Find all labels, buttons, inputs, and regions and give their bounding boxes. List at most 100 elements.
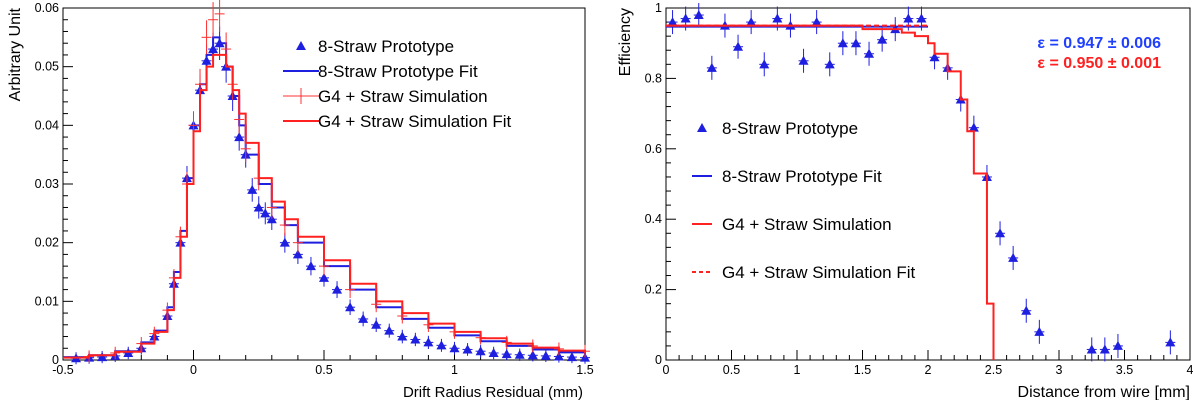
series-8-straw-prototype (71, 26, 590, 365)
x-tick-label: 0 (663, 363, 670, 377)
data-point (488, 347, 499, 357)
x-tick-label: 2.5 (985, 363, 1002, 377)
y-tick-label: 0 (52, 353, 59, 367)
legend-label: G4 + Straw Simulation (318, 87, 488, 106)
y-tick-label: 0.01 (35, 294, 59, 308)
data-point (279, 237, 290, 247)
data-point (1034, 326, 1045, 336)
x-tick-label: 1.5 (576, 363, 593, 377)
data-point (798, 55, 809, 65)
data-point (837, 38, 848, 48)
y-tick-label: 0.6 (645, 142, 662, 156)
series-8-straw-prototype-fit (63, 36, 586, 359)
legend-label: G4 + Straw Simulation (722, 215, 892, 234)
plot-frame (62, 7, 586, 361)
data-point (397, 331, 408, 341)
x-tick-label: 4 (1187, 363, 1193, 377)
data-point (1099, 344, 1110, 354)
y-tick-label: 0.8 (645, 71, 662, 85)
data-point (864, 48, 875, 58)
data-point (449, 343, 460, 353)
series-step-line (666, 24, 995, 360)
data-point (566, 352, 577, 362)
panel-right-efficiency: 0 0.5 1 1.5 2 2.5 3 3.5 4 0 0.2 0.4 0.6 0.8 1 Distance … (617, 1, 1193, 400)
efficiency-annotation: ε = 0.947 ± 0.006 (1037, 35, 1161, 52)
data-point (319, 272, 329, 282)
series-step-line (63, 36, 586, 359)
x-tick-label: 1.5 (854, 363, 871, 377)
y-tick-label: 1 (655, 1, 662, 15)
series-g4-straw-simulation-fit (63, 53, 586, 359)
data-point (772, 13, 783, 23)
y-tick-label: 0.04 (35, 118, 59, 132)
x-axis-title: Drift Radius Residual (mm) (403, 384, 583, 400)
data-point (877, 34, 888, 44)
data-point (929, 52, 940, 62)
data-point (553, 351, 564, 361)
legend-label: 8-Straw Prototype (722, 119, 858, 138)
data-point (475, 346, 486, 356)
series-step-line (63, 53, 586, 359)
data-point (501, 349, 512, 359)
y-tick-label: 0.02 (35, 236, 59, 250)
data-point (916, 13, 927, 23)
x-axis-title: Distance from wire [mm] (1018, 384, 1190, 400)
data-point (514, 349, 525, 359)
data-point (746, 17, 757, 27)
y-tick-label: 0 (655, 353, 662, 367)
x-tick-label: 0.5 (723, 363, 740, 377)
data-point (824, 59, 835, 69)
data-point (260, 208, 271, 218)
data-point (968, 122, 979, 132)
data-point (436, 340, 447, 350)
legend: 8-Straw Prototype 8-Straw Prototype Fit G4… (283, 37, 511, 131)
legend-label: 8-Straw Prototype Fit (722, 167, 882, 186)
data-point (667, 17, 678, 27)
y-tick-label: 0.2 (645, 283, 662, 297)
x-tick-label: 2 (925, 363, 932, 377)
legend-marker (296, 41, 306, 50)
data-point (345, 302, 356, 312)
data-point (733, 41, 744, 51)
x-tick-label: 0.5 (315, 363, 332, 377)
data-point (680, 13, 691, 23)
data-point (693, 10, 704, 20)
y-tick-label: 0.06 (35, 1, 59, 15)
data-point (292, 249, 303, 259)
data-point (462, 344, 473, 354)
data-point (253, 202, 264, 212)
data-point (423, 337, 434, 347)
data-point (759, 59, 770, 69)
data-point (1112, 340, 1123, 350)
y-tick-label: 0.05 (35, 60, 59, 74)
data-point (410, 334, 421, 344)
legend-label: G4 + Straw Simulation Fit (318, 112, 511, 131)
data-point (266, 214, 277, 224)
data-point (1008, 252, 1019, 262)
data-point (850, 38, 861, 48)
legend-marker (697, 123, 707, 132)
x-tick-label: 3 (1056, 363, 1063, 377)
y-axis-title: Efficiency (617, 8, 634, 76)
panel-left-drift-residual: -0.5 0 0.5 1 1.500.010.020.030.040.050.06Dri… (7, 0, 594, 400)
legend-label: G4 + Straw Simulation Fit (722, 263, 915, 282)
y-tick-label: 0.4 (645, 212, 662, 226)
series-8-straw-prototype (667, 3, 1176, 362)
series-g4-straw-simulation (666, 24, 995, 360)
data-point (371, 319, 382, 329)
data-point (811, 17, 822, 27)
x-tick-label: 1 (794, 363, 801, 377)
data-point (1086, 344, 1097, 354)
x-tick-label: -0.5 (52, 363, 74, 377)
data-point (540, 350, 551, 360)
legend-label: 8-Straw Prototype Fit (318, 62, 478, 81)
data-point (305, 261, 316, 271)
x-tick-label: 0 (190, 363, 197, 377)
data-point (706, 62, 717, 72)
data-point (1165, 337, 1176, 347)
legend-label: 8-Straw Prototype (318, 37, 454, 56)
y-tick-label: 0.03 (35, 177, 59, 191)
data-point (332, 284, 343, 294)
data-point (1021, 305, 1032, 315)
